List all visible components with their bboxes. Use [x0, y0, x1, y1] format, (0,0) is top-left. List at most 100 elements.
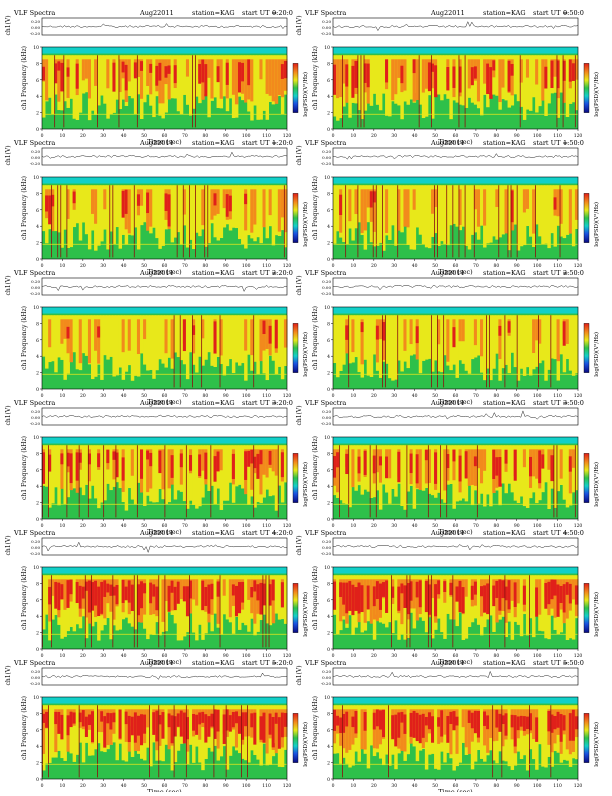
station-label: station=KAG [483, 529, 526, 537]
spectrogram-spike [382, 315, 383, 388]
spectrogram-spike [486, 315, 487, 388]
spectrogram-cell [440, 575, 444, 633]
spectrogram-cell [173, 586, 178, 611]
spectrogram-cell [449, 445, 453, 485]
spectrogram-spike [54, 55, 56, 128]
spectrogram-cell [124, 711, 129, 725]
spectrogram-spike [446, 445, 448, 518]
spectrogram-cell [91, 55, 95, 111]
spectrogram-spike [57, 185, 59, 258]
waveform-ylabel: ch1(V) [5, 665, 12, 685]
spectrogram-cell [431, 59, 435, 89]
spectrogram-spike [397, 315, 399, 388]
xtick-label: 110 [262, 783, 271, 789]
spectrogram-cell [136, 59, 141, 77]
spectrogram-cell [455, 185, 459, 227]
spectrogram-cell [51, 55, 55, 115]
spectrogram-cell [529, 575, 533, 619]
spectrogram-spike [42, 575, 43, 648]
spectrogram-cell [149, 582, 153, 604]
spectrogram-cell [124, 64, 129, 91]
spectrogram-cell [146, 192, 150, 214]
spectrogram-cell [532, 449, 536, 477]
spectrogram-cell [69, 55, 74, 99]
spectrogram-cell [222, 189, 227, 209]
xtick-label: 60 [162, 653, 168, 659]
spectrogram-cell [170, 55, 175, 99]
spectrogram-spike [115, 445, 117, 518]
spectrogram-cell [244, 319, 248, 351]
spectrogram-cell [574, 315, 579, 374]
spectrogram-cell [262, 320, 266, 335]
spectrogram-cell [268, 325, 273, 344]
ytick-label: 2 [36, 761, 39, 767]
spectrogram-cell [241, 712, 245, 740]
xtick-label: 10 [60, 393, 66, 399]
spectrogram-cell [136, 319, 141, 354]
spectrogram-cell [476, 189, 481, 227]
spectrogram-cell [351, 319, 355, 353]
spectrogram-cell [225, 575, 230, 620]
spectrogram-cell [182, 445, 187, 502]
date-label: Aug22011 [139, 659, 174, 667]
spectrogram-cell [155, 65, 159, 86]
spectrogram-cell [91, 445, 95, 486]
spectrogram-cell [559, 585, 564, 603]
spectrogram-cell [336, 59, 340, 99]
xtick-label: 120 [574, 653, 583, 659]
spectrogram-cell [492, 709, 496, 742]
time-xlabel: Time (sec) [438, 788, 473, 792]
start-ut-value: 1:50:0 [563, 139, 584, 147]
spectrogram-cell [152, 579, 156, 615]
spectrogram-cell [228, 195, 233, 212]
spectrogram-cell [480, 185, 484, 226]
spectrogram-cell [265, 319, 270, 349]
spectrogram-cell [192, 185, 196, 250]
time-xlabel: Time (sec) [147, 138, 182, 146]
spectrogram-cell [378, 315, 383, 378]
spectrogram-cell [173, 716, 178, 737]
spectrogram-cell [476, 449, 481, 469]
spectrogram-spike [78, 445, 80, 518]
spectrogram-cell [385, 456, 389, 479]
spectrogram-cell [461, 319, 466, 342]
spectrogram-cell [464, 315, 469, 371]
spectrogram-cell [201, 315, 205, 366]
spectrogram-cell [222, 714, 227, 744]
spectrogram-cell [152, 712, 156, 735]
spectrogram-cell [207, 584, 211, 614]
spectrogram-spike [247, 705, 248, 778]
spectrogram-cell [143, 579, 147, 615]
colorbar-label: log(PSD)(V²/Hz) [302, 462, 309, 507]
spectrogram-cell [434, 189, 438, 208]
waveform-ytick-label: 0.00 [31, 545, 40, 550]
spectrogram-cell [510, 63, 515, 76]
spectrogram-cell [400, 709, 404, 751]
spectrogram-cell [547, 710, 551, 732]
waveform-ytick-label: 0.20 [322, 19, 331, 24]
spectrogram-cell [541, 575, 545, 632]
spectrogram-cell [480, 319, 484, 357]
spectrogram-spike [538, 315, 539, 388]
spectrogram-cell [449, 185, 453, 226]
xtick-label: 40 [412, 393, 418, 399]
spectrogram-cell [94, 705, 98, 750]
spectrogram-cell [342, 59, 346, 84]
spectrogram-cell [427, 712, 432, 730]
spectrogram-cell [351, 716, 355, 728]
spectrogram-cell [492, 185, 496, 237]
spectrogram-cell [253, 580, 257, 592]
spectrogram-spike [406, 575, 408, 648]
spectrogram-cell [54, 185, 58, 232]
spectrogram-cell [103, 445, 107, 501]
spectrogram-cell [198, 185, 202, 237]
header-label: VLF Spectra [13, 659, 55, 667]
spectrogram-spike [342, 705, 343, 778]
spectrogram-cell [106, 583, 110, 593]
spectrogram-cell [378, 583, 383, 610]
xtick-label: 0 [41, 783, 44, 789]
spectrogram-cell [538, 705, 542, 745]
waveform-ylabel: ch1(V) [296, 665, 303, 685]
spectrogram-cell [431, 315, 435, 372]
colorbar-label: log(PSD)(V²/Hz) [593, 462, 600, 507]
